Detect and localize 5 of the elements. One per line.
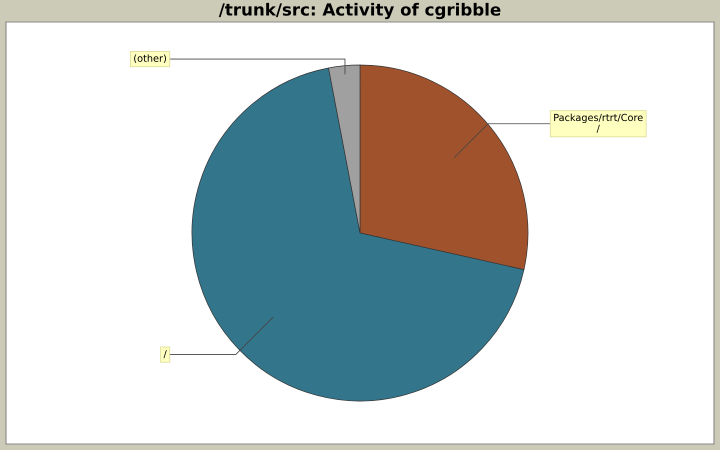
slice-label: (other) <box>134 54 166 64</box>
slice-label: Packages/rtrt/Core / <box>554 114 643 133</box>
pie-slice <box>192 68 524 402</box>
slice-label: / <box>164 350 167 358</box>
chart-title: /trunk/src: Activity of cgribble <box>218 2 500 20</box>
